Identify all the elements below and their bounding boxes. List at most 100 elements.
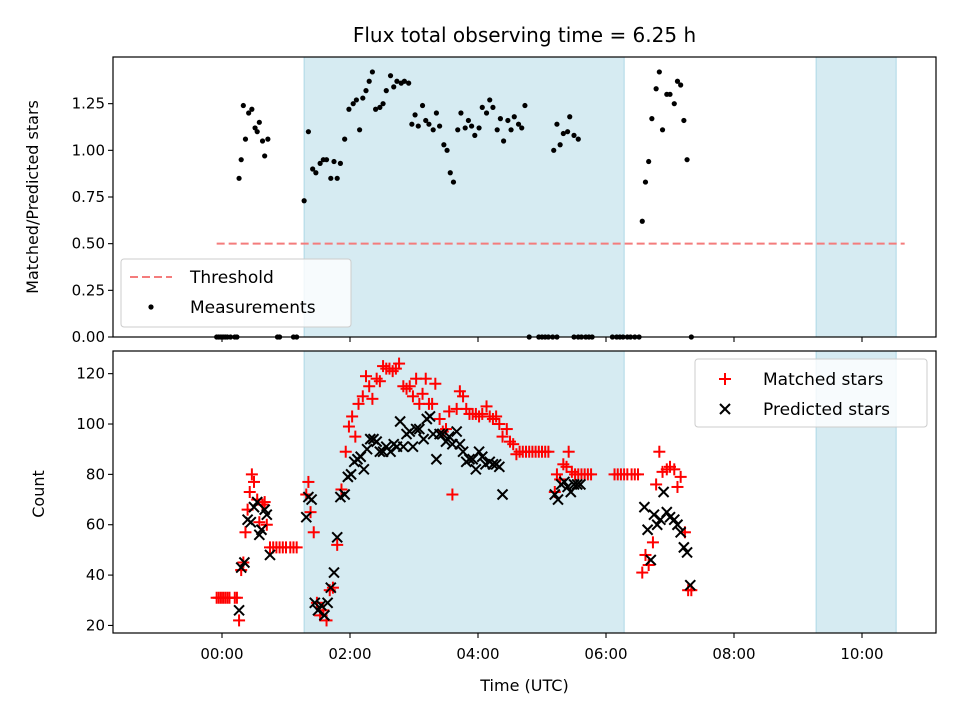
measurement-point — [406, 80, 412, 86]
matched-star-point — [260, 518, 273, 531]
predicted-mark-b — [661, 506, 673, 518]
x-tick-label: 00:00 — [200, 645, 243, 663]
matched-star-point — [493, 418, 506, 431]
predicted-star-point — [404, 425, 416, 438]
matched-star-point — [342, 420, 355, 433]
predicted-mark-b — [571, 478, 583, 491]
predicted-mark-b — [238, 556, 251, 569]
measurement-point — [447, 170, 453, 176]
predicted-star-point — [651, 519, 663, 531]
measurement-point — [472, 132, 478, 138]
predicted-star-point — [235, 561, 247, 574]
measurement-point — [242, 136, 249, 142]
matched-star-point — [416, 387, 429, 400]
measurement-point — [490, 104, 496, 110]
predicted-mark-b — [574, 478, 587, 491]
predicted-star-point — [671, 519, 684, 531]
measurement-point — [323, 157, 330, 163]
predicted-mark-b — [430, 453, 443, 465]
measurement-point — [265, 136, 271, 142]
count-y-axis: 20 40 60 80 100 120 — [76, 365, 113, 634]
measurement-point — [465, 117, 471, 124]
x-tick-label: 10:00 — [840, 645, 883, 663]
predicted-star-point — [552, 493, 564, 506]
predicted-star-point — [264, 549, 276, 561]
measurement-point — [671, 101, 677, 107]
matched-star-point — [560, 460, 573, 473]
predicted-star-point — [678, 541, 690, 554]
predicted-mark-b — [370, 435, 383, 448]
measurement-point — [337, 160, 343, 166]
predicted-star-point — [476, 451, 488, 463]
measurement-point — [515, 121, 522, 127]
measurement-point — [575, 136, 581, 142]
measurement-point — [249, 106, 255, 112]
measurement-point — [353, 97, 359, 103]
measurement-point — [479, 104, 485, 110]
legend-matched-label: Matched stars — [763, 370, 883, 390]
measurement-point — [409, 121, 415, 127]
measurement-point — [391, 84, 397, 90]
predicted-star-point — [325, 581, 337, 594]
predicted-star-point — [668, 513, 680, 526]
predicted-star-point — [394, 415, 406, 428]
measurement-point — [394, 78, 400, 84]
matched-star-point — [356, 390, 369, 403]
y-tick-label: 0.25 — [72, 281, 105, 299]
predicted-mark-b — [361, 443, 373, 455]
measurement-point — [328, 175, 334, 181]
measurement-point — [469, 123, 475, 129]
measurement-point — [262, 153, 268, 159]
measurement-point — [450, 179, 457, 185]
predicted-star-point — [487, 458, 499, 471]
predicted-star-point — [338, 488, 351, 501]
predicted-mark-b — [558, 476, 571, 488]
count-x-axis: 00:00 02:00 04:00 06:00 08:00 10:00 — [200, 633, 884, 663]
predicted-mark-b — [245, 516, 257, 528]
predicted-mark-b — [358, 463, 370, 476]
predicted-star-point — [361, 443, 373, 455]
predicted-star-point — [315, 599, 327, 612]
predicted-star-point — [645, 554, 657, 566]
predicted-star-point — [245, 516, 257, 528]
measurement-point — [681, 117, 687, 124]
matched-star-point — [290, 541, 303, 554]
predicted-mark-b — [671, 519, 684, 531]
matched-star-point — [373, 375, 386, 388]
predicted-star-point — [417, 433, 430, 445]
predicted-star-point — [321, 597, 334, 609]
measurement-point — [649, 116, 655, 122]
matched-star-point — [302, 475, 315, 488]
matched-star-point — [507, 438, 520, 451]
predicted-mark-b — [312, 604, 324, 617]
predicted-mark-b — [410, 423, 422, 435]
predicted-star-point — [571, 478, 583, 491]
measurement-point — [313, 170, 319, 176]
measurement-point — [369, 69, 375, 75]
predicted-mark-b — [328, 566, 340, 579]
predicted-mark-b — [496, 488, 509, 501]
measurement-point — [501, 138, 507, 144]
matched-star-point — [363, 380, 376, 393]
ratio-legend: Threshold Measurements — [120, 258, 352, 328]
predicted-star-point — [574, 478, 587, 491]
predicted-mark-b — [493, 461, 506, 473]
matched-star-point — [429, 377, 442, 390]
matched-star-point — [331, 538, 344, 551]
matched-stars-points — [210, 357, 698, 627]
measurement-point — [301, 198, 307, 204]
predicted-mark-b — [394, 415, 406, 428]
matched-star-point — [426, 397, 439, 410]
predicted-mark-b — [681, 546, 693, 559]
predicted-mark-b — [364, 433, 376, 445]
measurement-point — [363, 88, 369, 94]
measurement-point — [412, 112, 418, 118]
measurement-point — [240, 102, 246, 109]
predicted-star-point — [413, 423, 426, 435]
predicted-mark-b — [309, 597, 321, 609]
predicted-star-point — [233, 604, 245, 617]
matched-star-point — [230, 591, 243, 604]
predicted-mark-b — [487, 458, 499, 471]
x-tick-label: 08:00 — [712, 645, 755, 663]
y-tick-label: 40 — [86, 566, 105, 584]
